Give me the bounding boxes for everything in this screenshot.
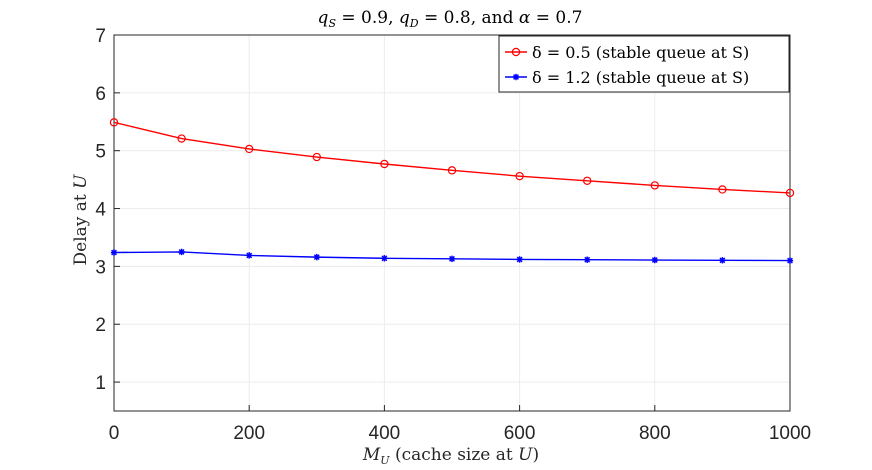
data-point: [515, 171, 524, 181]
data-point: [246, 252, 253, 259]
data-point: [381, 255, 388, 262]
y-tick-label: 1: [95, 373, 106, 394]
y-axis-ticks: 1 2 3 4 5 6 7: [95, 26, 120, 394]
data-point: [719, 257, 726, 264]
series-layer: [109, 118, 795, 264]
data-point: [447, 166, 457, 175]
data-point: [109, 118, 119, 127]
data-point: [516, 256, 523, 263]
chart-title: qS = 0.9, qD = 0.8, and α = 0.7: [318, 8, 583, 30]
legend-marker: [511, 47, 521, 57]
y-tick-label: 2: [95, 315, 106, 336]
series-2: [110, 248, 794, 264]
series-1: [109, 118, 795, 198]
legend: δ = 0.5 (stable queue at S) δ = 1.2 (stab…: [498, 35, 790, 93]
x-axis-ticks: 0 200 400 600 800 1000: [109, 405, 811, 444]
legend-item: δ = 1.2 (stable queue at S): [505, 68, 749, 87]
data-point: [380, 159, 389, 169]
x-axis-label: MU (cache size at U): [362, 445, 539, 467]
data-point: [584, 256, 591, 263]
legend-label: δ = 0.5 (stable queue at S): [532, 43, 749, 62]
x-tick-label: 200: [233, 423, 265, 444]
legend-item: δ = 0.5 (stable queue at S): [505, 43, 749, 62]
data-point: [651, 256, 658, 264]
legend-marker: [512, 73, 520, 81]
x-tick-label: 800: [639, 423, 671, 444]
data-point: [313, 253, 320, 261]
data-point: [177, 134, 186, 143]
legend-label: δ = 1.2 (stable queue at S): [532, 68, 749, 87]
data-point: [786, 257, 794, 264]
data-point: [448, 255, 456, 263]
x-tick-label: 400: [369, 423, 401, 444]
y-tick-label: 5: [95, 142, 106, 163]
y-axis-label: Delay at U: [71, 174, 91, 266]
x-tick-label: 0: [109, 423, 120, 444]
data-point: [718, 185, 727, 194]
series-line: [113, 121, 791, 194]
data-point: [785, 188, 795, 198]
legend-box: [498, 35, 790, 93]
x-tick-label: 600: [504, 423, 536, 444]
data-point: [650, 181, 660, 190]
y-tick-label: 3: [95, 257, 106, 278]
y-tick-label: 4: [95, 200, 106, 221]
y-tick-label: 7: [95, 26, 106, 47]
data-point: [583, 176, 592, 185]
y-tick-label: 6: [95, 84, 106, 105]
plot-frame: [113, 34, 791, 412]
data-point: [312, 152, 321, 162]
data-point: [178, 248, 185, 256]
x-tick-label: 1000: [769, 423, 811, 444]
data-point: [110, 249, 118, 256]
data-point: [244, 144, 254, 154]
